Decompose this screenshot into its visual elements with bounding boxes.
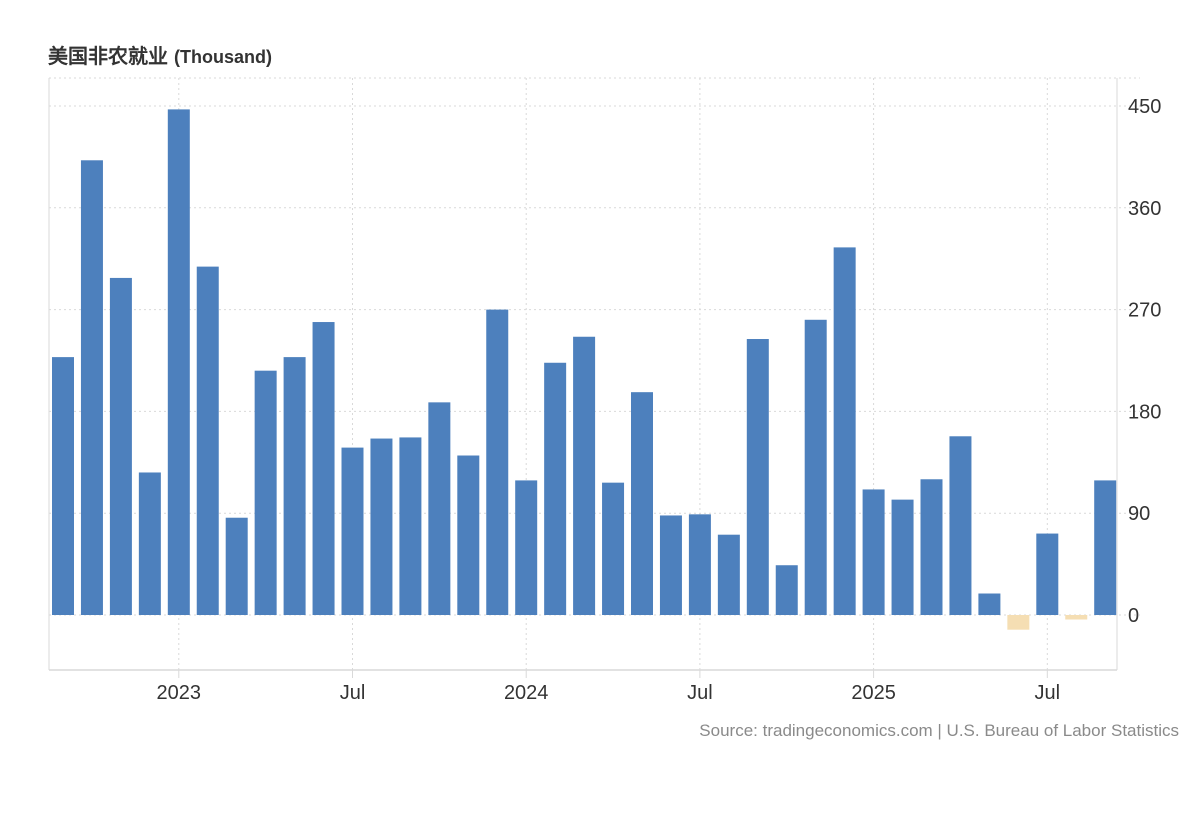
bar-2025-01[interactable] — [862, 489, 885, 615]
bar-2024-09[interactable] — [746, 339, 769, 615]
bar-2025-02[interactable] — [891, 499, 914, 615]
bar-series — [52, 109, 1117, 630]
bar-2022-10[interactable] — [80, 160, 103, 616]
bar-2025-04[interactable] — [949, 436, 972, 615]
y-tick-label: 180 — [1128, 401, 1161, 423]
bar-2025-07[interactable] — [1036, 533, 1059, 615]
bar-2023-01[interactable] — [167, 109, 190, 615]
y-tick-label: 270 — [1128, 300, 1161, 322]
bar-2025-06[interactable] — [1007, 615, 1030, 630]
x-tick-label: 2023 — [157, 682, 202, 704]
chart-title-text: 美国非农就业 — [48, 46, 168, 68]
bar-2025-03[interactable] — [920, 479, 943, 615]
bar-2024-06[interactable] — [659, 515, 682, 615]
chart-unit: (Thousand) — [174, 47, 272, 67]
bar-2024-08[interactable] — [717, 534, 740, 615]
x-tick-label: 2025 — [851, 682, 896, 704]
axes: 0 90 180 270 360 450 2023 Jul 2024 Jul 2025 Jul — [48, 78, 1161, 704]
bar-2025-05[interactable] — [978, 593, 1001, 615]
bar-2023-09[interactable] — [399, 437, 422, 615]
bar-2024-01[interactable] — [515, 480, 538, 615]
y-tick-label: 360 — [1128, 198, 1161, 220]
bar-2024-03[interactable] — [573, 336, 596, 615]
bar-2023-04[interactable] — [254, 370, 277, 615]
bar-2022-12[interactable] — [138, 472, 161, 615]
bar-2025-09[interactable] — [1094, 480, 1117, 615]
bar-2023-05[interactable] — [283, 357, 306, 615]
bar-2024-10[interactable] — [775, 565, 798, 615]
x-tick-label: Jul — [687, 682, 713, 704]
x-tick-label: 2024 — [504, 682, 549, 704]
bar-2022-09[interactable] — [52, 357, 74, 615]
x-tick-label: Jul — [340, 682, 366, 704]
bar-2023-03[interactable] — [225, 517, 248, 615]
bar-2024-02[interactable] — [544, 362, 567, 615]
bar-2024-05[interactable] — [631, 392, 653, 615]
bar-2023-07[interactable] — [341, 447, 364, 615]
bar-2025-08[interactable] — [1065, 615, 1088, 620]
y-tick-label: 90 — [1128, 503, 1150, 525]
source-credit: Source: tradingeconomics.com | U.S. Bure… — [699, 721, 1179, 740]
bar-2022-11[interactable] — [109, 277, 132, 615]
bar-2024-12[interactable] — [833, 247, 856, 615]
x-tick-label: Jul — [1035, 682, 1061, 704]
bar-2024-11[interactable] — [804, 319, 827, 615]
bar-2023-12[interactable] — [486, 309, 509, 615]
bar-2023-08[interactable] — [370, 438, 393, 615]
y-tick-label: 450 — [1128, 96, 1161, 118]
bar-2024-04[interactable] — [602, 482, 625, 615]
bar-2024-07[interactable] — [688, 514, 711, 615]
chart-title: 美国非农就业 (Thousand) — [48, 40, 272, 69]
bar-2023-06[interactable] — [312, 322, 335, 615]
bar-2023-11[interactable] — [457, 455, 480, 615]
y-tick-label: 0 — [1128, 605, 1139, 627]
bar-2023-10[interactable] — [428, 402, 451, 615]
bar-2023-02[interactable] — [196, 266, 219, 615]
